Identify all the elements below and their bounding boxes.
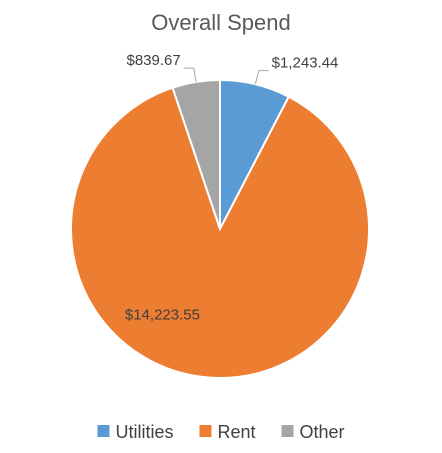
leader-line-other [183,67,197,83]
legend-swatch-utilities [97,425,110,437]
legend-item-utilities: Utilities [97,422,173,442]
legend-swatch-other [281,425,294,437]
legend: Utilities Rent Other [97,422,345,442]
data-labels: $1,243.44 $14,223.55 $839.67 [125,52,339,323]
data-label-utilities: $1,243.44 [272,55,339,72]
legend-label-utilities: Utilities [115,422,173,442]
pie-slice-rent [70,86,370,379]
data-label-rent: $14,223.55 [125,307,200,324]
legend-swatch-rent [199,425,212,437]
chart-title: Overall Spend [151,10,290,35]
legend-item-rent: Rent [199,422,256,442]
pie-slice-other [171,78,221,230]
legend-label-other: Other [300,422,345,442]
leader-line-utilities [254,70,269,85]
data-label-other: $839.67 [127,52,181,69]
legend-item-other: Other [281,422,345,442]
pie-slices [70,78,370,379]
legend-label-rent: Rent [217,422,255,442]
